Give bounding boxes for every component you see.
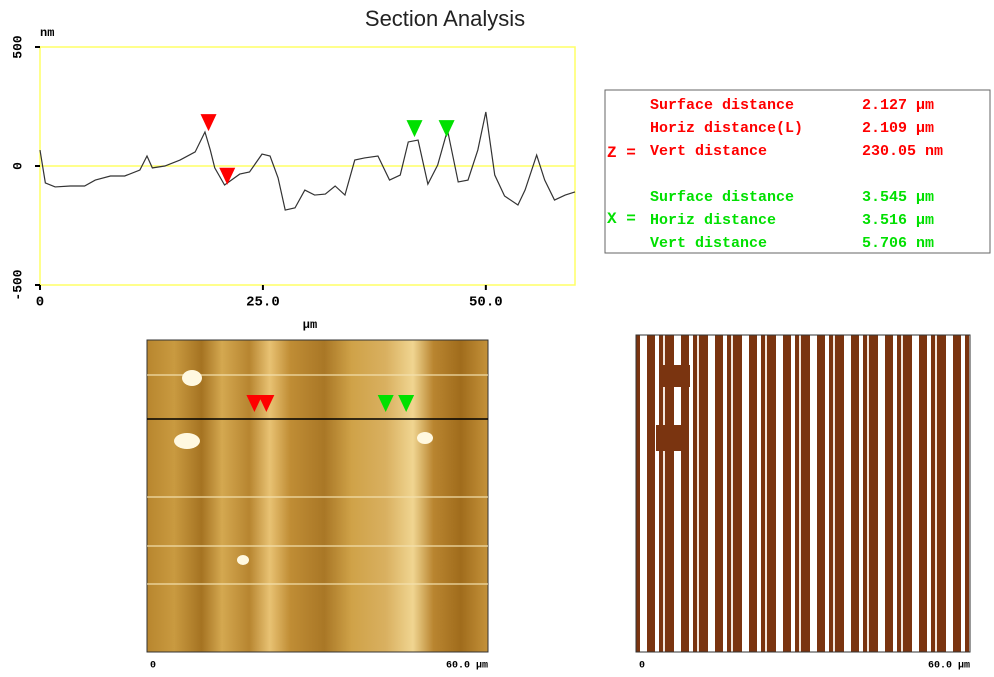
particle [174,433,200,449]
cursor [406,120,423,138]
measurement-name: Horiz distance(L) [650,120,803,137]
measurement-label: Z = [607,144,636,162]
measurements: Z = Surface distance 2.127 µm Horiz distanc… [607,97,943,252]
measurement-value: 230.05 nm [862,143,943,160]
measurement-name: Vert distance [650,143,767,160]
particle [417,432,433,444]
x-tick-label: 25.0 [246,295,280,311]
x-tick-label: 0 [36,295,44,311]
y-tick-label: 500 [10,35,25,59]
measurement-value: 3.545 µm [862,189,934,206]
measurement-value: 2.127 µm [862,97,934,114]
measurement-value: 5.706 nm [862,235,934,252]
measurement-label: X = [607,210,636,228]
phase-feature [660,365,690,387]
cursor [438,120,455,138]
height-image [146,339,489,653]
measurement-value: 2.109 µm [862,120,934,137]
title: Section Analysis [365,6,525,31]
image-x-start: 0 [150,661,156,672]
measurement-name: Horiz distance [650,212,776,229]
cursor [200,114,217,132]
x-axis-label: µm [303,318,317,332]
measurement-name: Surface distance [650,97,794,114]
measurement-name: Surface distance [650,189,794,206]
image-x-end: 60.0 µm [928,661,970,672]
particle [182,370,202,386]
y-tick-label: -500 [10,269,25,300]
phase-image [635,334,971,653]
image-x-end: 60.0 µm [446,661,488,672]
particle [237,555,249,565]
phase-feature [656,425,684,451]
y-axis-label: nm [40,26,54,40]
x-tick-label: 50.0 [469,295,503,311]
profile-line [39,111,576,211]
image-cursor [258,395,275,412]
cursor [219,167,236,185]
measurement-box [604,89,991,254]
image-streaks [147,374,488,585]
measurement-name: Vert distance [650,235,767,252]
image-cursor [246,395,263,412]
image-cursor [377,395,394,412]
y-tick-label: 0 [10,162,25,170]
image-cursor [398,395,415,412]
measurement-value: 3.516 µm [862,212,934,229]
image-x-start: 0 [639,661,645,672]
